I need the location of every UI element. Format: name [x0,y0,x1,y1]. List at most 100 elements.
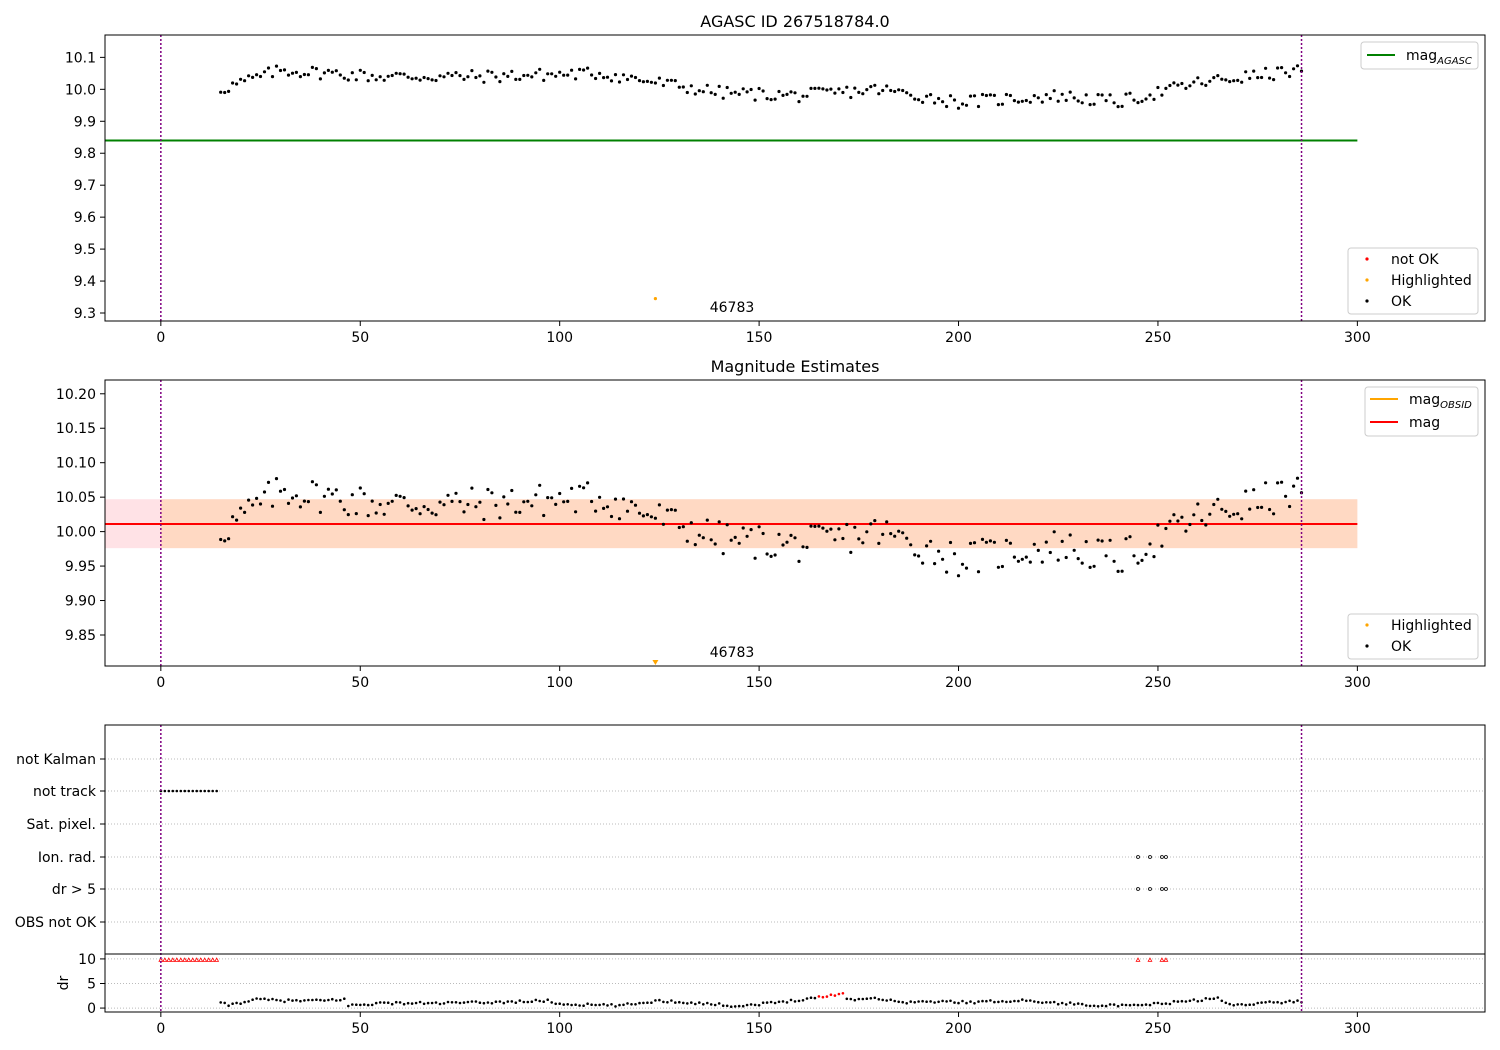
panel1-ok-point [781,93,785,97]
panel2-title: Magnitude Estimates [711,357,880,376]
dr-red-marker [1135,957,1141,962]
panel1-ok-point [550,72,554,76]
panel2-ok-point [406,504,410,508]
dr-point [642,1001,645,1005]
panel1-ytick-label: 10.0 [65,82,96,98]
panel2-ok-point [286,501,291,505]
panel1-xtick-label: 250 [1145,330,1172,346]
panel2-ok-point [314,483,318,487]
panel1-ok-point [653,81,658,85]
flag-label: OBS not OK [15,915,97,931]
flag-label: dr > 5 [52,882,96,898]
panel2-ok-point [905,536,909,540]
panel1-ok-point [442,75,446,79]
panel2-ok-point [422,505,426,509]
panel-magnitude-estimates: Magnitude Estimates 46783 0 50 100 150 200 25… [56,357,1486,691]
not-track-point [171,789,175,793]
legend-label-mag-agasc: magAGASC [1406,48,1472,67]
panel1-ytick-label: 9.7 [74,178,96,194]
panel1-legend-bottom: not OK Highlighted OK [1347,247,1479,315]
panel1-ok-point [713,92,717,96]
dr-point [490,1002,494,1005]
panel1-ok-point [466,75,470,79]
panel2-ok-point [386,501,390,505]
panel1-ok-point [805,94,809,98]
panel2-ok-point [1012,555,1017,559]
dr-point [502,1001,506,1005]
dr-point [1232,1004,1235,1007]
panel1-xtick-label: 200 [945,330,972,346]
dr-point [989,999,992,1002]
panel2-ok-point [518,510,522,514]
dr-point [610,1003,613,1006]
panel2-ok-point [1188,522,1192,527]
panel1-ok-point [1128,91,1132,95]
panel2-ok-point [334,488,338,492]
dr-point [231,1002,234,1005]
panel2-ok-point [1260,505,1264,509]
dr-point [570,1003,573,1007]
panel2-ok-point [506,502,510,506]
panel2-ok-point [450,499,454,503]
panel1-ok-point [546,72,550,76]
panel2-ok-point [797,559,801,564]
dr-point [618,1003,621,1007]
panel2-ok-point [621,497,626,501]
dr-point [386,1001,390,1004]
panel2-ok-point [897,529,901,533]
panel2-ok-point [960,562,965,566]
panel1-ok-point [833,91,837,95]
panel1-ok-point [825,88,829,92]
dr-point [366,1003,370,1007]
dr-tick-label: 5 [87,976,96,992]
panel2-ok-point [865,530,869,534]
panel2-ok-point [1092,564,1096,568]
dr-red-marker [182,957,188,962]
dr-point [1272,1001,1275,1004]
dr-point [378,1001,382,1004]
panel2-ok-point [418,512,422,516]
panel1-ok-point [314,67,318,71]
dr-point [725,1004,729,1008]
panel2-ok-point [813,524,817,529]
dr-point [694,1002,697,1006]
panel1-ok-point [270,75,275,79]
dr-red-marker [1147,957,1153,962]
dr-point [319,998,322,1002]
panel2-ytick-label: 10.00 [56,525,96,541]
dr-point [713,1003,717,1007]
panel1-ok-point [1120,104,1124,108]
dr-point [522,1000,526,1004]
dr-point [797,999,801,1003]
panel1-ok-point [725,85,729,90]
dr-point [1172,999,1176,1003]
panel2-ok-point [554,502,558,506]
panel2-ytick-label: 10.20 [56,387,96,403]
dr-point [733,1005,737,1008]
panel1-title: AGASC ID 267518784.0 [700,12,889,31]
panel1-ok-point [1260,75,1264,80]
dr-point [925,1000,928,1003]
dr-gt5-point [1160,887,1164,891]
panel1-ok-point [302,72,306,77]
panel1-ok-point [733,90,737,94]
dr-point [311,998,314,1002]
dr-point [1076,1002,1080,1005]
panel2-xtick-label: 100 [546,675,573,691]
panel1-ok-point [278,68,283,73]
panel1-ok-point [976,104,981,109]
dr-point [243,1000,246,1004]
panel2-ok-point [685,539,689,543]
panel2-ok-point [1248,507,1252,511]
dr-point [1112,1003,1116,1006]
panel1-ok-point [1212,76,1216,80]
dr-point [981,999,984,1003]
panel1-ok-point [390,73,394,78]
panel2-ok-point [801,545,805,549]
panel1-ok-point [498,80,502,84]
panel1-ok-point [689,84,693,88]
dr-point [526,1000,530,1004]
dr-point [370,1003,374,1007]
not-track-point [183,789,187,793]
panel2-ok-point [282,487,287,492]
